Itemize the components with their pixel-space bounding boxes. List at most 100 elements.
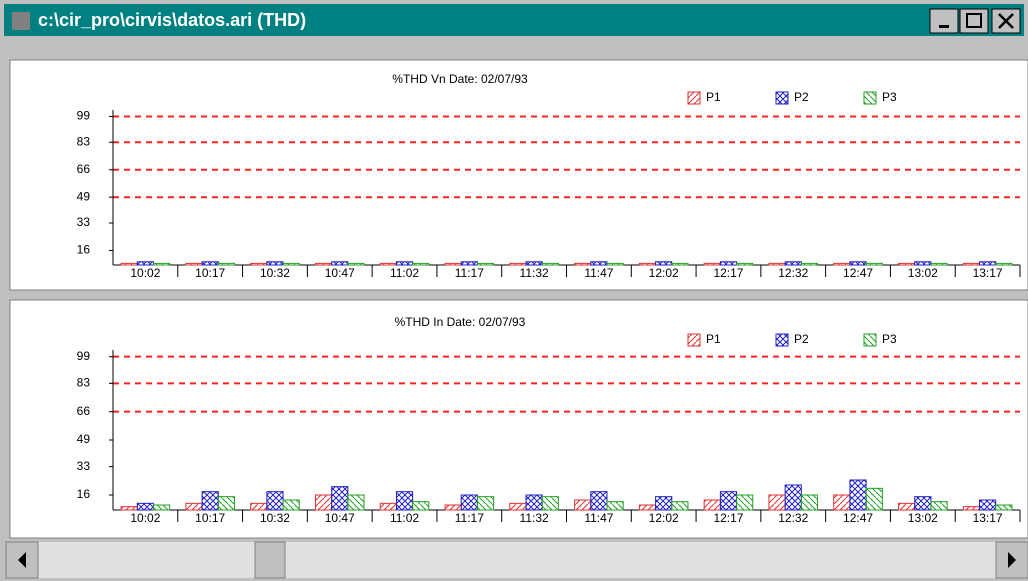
bar <box>703 262 721 266</box>
chart-panel <box>9 59 1028 291</box>
bar <box>930 262 948 266</box>
bar <box>865 262 883 266</box>
scrollbar[interactable] <box>5 541 1028 579</box>
y-tick-label: 83 <box>77 376 91 390</box>
bar <box>120 262 138 266</box>
bar <box>201 491 219 511</box>
bar <box>266 491 284 511</box>
bar <box>282 499 300 511</box>
x-tick-label: 13:02 <box>908 266 938 280</box>
x-tick-label: 11:32 <box>520 266 549 280</box>
bar <box>655 496 673 511</box>
scroll-track[interactable] <box>6 542 1028 578</box>
bar <box>185 502 203 511</box>
bar <box>444 504 462 511</box>
bar <box>331 486 349 511</box>
x-tick-label: 12:32 <box>778 511 808 525</box>
bar <box>979 261 997 266</box>
y-tick-label: 83 <box>77 134 91 148</box>
x-tick-label: 11:02 <box>390 511 419 525</box>
y-tick-label: 49 <box>77 432 91 446</box>
bar <box>736 262 754 266</box>
bar <box>736 494 754 511</box>
x-tick-label: 11:32 <box>520 511 549 525</box>
bar <box>541 262 559 266</box>
scroll-thumb[interactable] <box>254 541 286 579</box>
x-tick-label: 13:17 <box>973 266 1003 280</box>
window-title: c:\cir_pro\cirvis\datos.ari (THD) <box>38 10 306 30</box>
bar <box>444 262 462 266</box>
bar <box>217 496 235 511</box>
bar <box>509 262 527 266</box>
minimize-button[interactable] <box>929 8 959 34</box>
bar <box>768 494 786 511</box>
y-tick-label: 99 <box>77 109 91 123</box>
legend-label: P1 <box>706 332 721 346</box>
x-tick-label: 12:32 <box>778 266 808 280</box>
bar <box>460 261 478 266</box>
bar <box>606 262 624 266</box>
x-tick-label: 12:17 <box>713 266 743 280</box>
bar <box>703 499 721 511</box>
legend-swatch <box>863 333 877 347</box>
bar <box>525 494 543 511</box>
y-tick-label: 66 <box>77 404 91 418</box>
y-tick-label: 16 <box>77 487 91 501</box>
y-tick-label: 16 <box>77 243 91 257</box>
x-tick-label: 10:17 <box>195 266 225 280</box>
bar <box>185 262 203 266</box>
bar <box>476 496 495 511</box>
y-tick-label: 49 <box>77 189 91 203</box>
bar <box>719 491 738 511</box>
bar <box>331 261 349 266</box>
arrow-icon <box>18 552 26 568</box>
bar <box>201 261 219 266</box>
bar <box>914 261 932 266</box>
bar <box>914 496 932 511</box>
legend-swatch <box>775 333 789 347</box>
bar <box>541 496 559 511</box>
legend-label: P1 <box>706 90 721 104</box>
x-tick-label: 11:17 <box>455 511 484 525</box>
legend-label: P3 <box>882 90 897 104</box>
bar <box>120 506 138 511</box>
bar <box>898 502 916 511</box>
x-tick-label: 10:02 <box>130 266 160 280</box>
bar <box>671 501 689 511</box>
bar <box>525 261 543 266</box>
x-tick-label: 13:17 <box>973 511 1003 525</box>
bar <box>833 262 851 266</box>
bar <box>833 494 851 511</box>
bar <box>590 261 608 266</box>
maximize-button[interactable] <box>959 8 989 34</box>
bar <box>962 506 981 511</box>
bar <box>979 499 997 511</box>
legend-swatch <box>775 91 789 105</box>
bar <box>347 262 365 266</box>
window-buttons[interactable] <box>929 8 1021 34</box>
bar <box>768 262 786 266</box>
bar <box>476 262 495 266</box>
bar <box>800 494 819 511</box>
bar <box>995 504 1013 511</box>
y-tick-label: 33 <box>77 459 91 473</box>
x-tick-label: 12:02 <box>649 266 679 280</box>
x-tick-label: 10:47 <box>325 511 355 525</box>
bar <box>136 502 154 511</box>
bar <box>412 262 430 266</box>
bar <box>509 502 527 511</box>
x-tick-label: 10:32 <box>260 511 290 525</box>
minimize-icon <box>939 25 949 28</box>
bar <box>347 494 365 511</box>
x-tick-label: 13:02 <box>908 511 938 525</box>
chart-title: %THD Vn Date: 02/07/93 <box>392 72 528 86</box>
bar <box>152 504 171 511</box>
legend-label: P2 <box>794 90 809 104</box>
bar <box>784 484 802 511</box>
x-tick-label: 12:02 <box>649 511 679 525</box>
bar <box>638 262 657 266</box>
bar <box>671 262 689 266</box>
bar <box>266 261 284 266</box>
x-tick-label: 11:02 <box>390 266 419 280</box>
